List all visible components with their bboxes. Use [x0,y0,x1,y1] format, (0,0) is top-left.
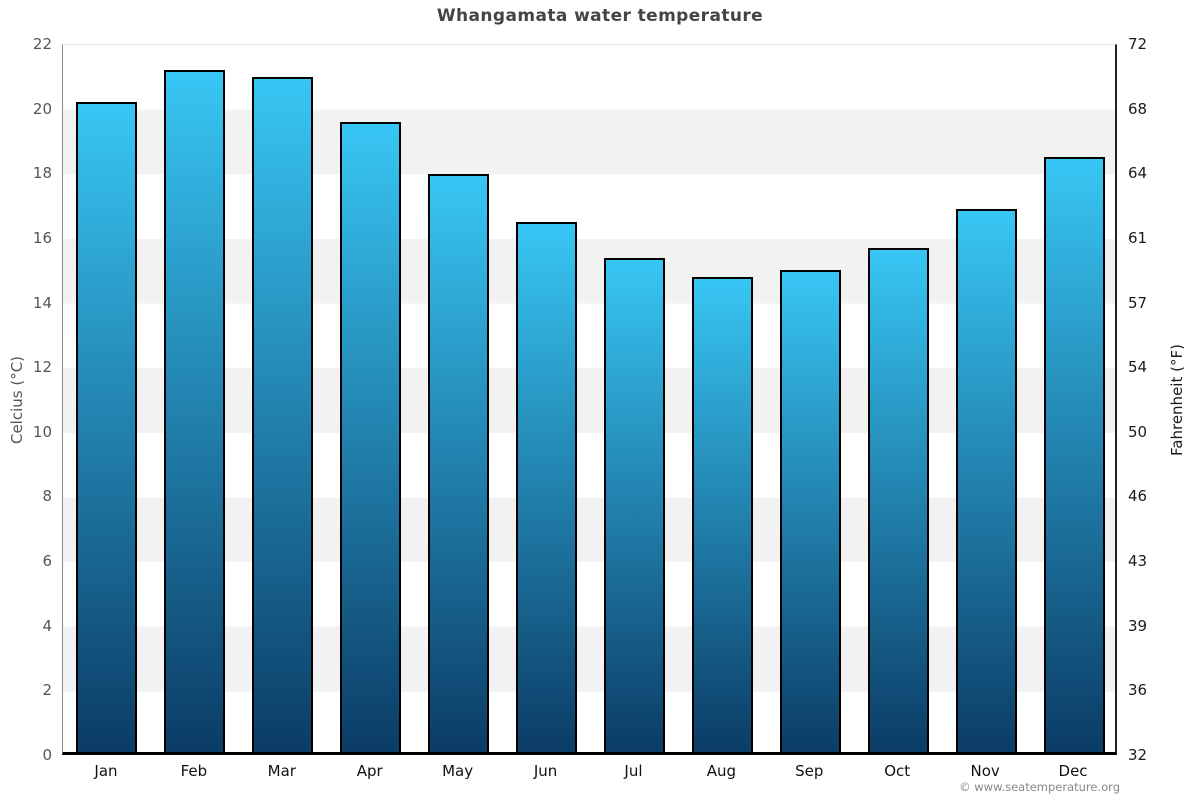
bar-oct[interactable] [867,247,929,752]
y-tick-fahrenheit-39: 39 [1128,616,1148,635]
x-tick-mar: Mar [267,762,296,780]
bar-mar[interactable] [252,76,314,752]
bar-sep[interactable] [779,270,841,752]
y-tick-fahrenheit-61: 61 [1128,228,1148,247]
y-tick-fahrenheit-54: 54 [1128,358,1148,377]
bar-aug[interactable] [691,276,753,752]
y-tick-fahrenheit-32: 32 [1128,746,1148,764]
bar-jun[interactable] [516,221,578,752]
y-tick-celsius-22: 22 [32,35,52,53]
chart-title: Whangamata water temperature [436,6,764,26]
y-tick-celsius-10: 10 [32,422,52,441]
x-tick-oct: Oct [884,762,911,780]
y-tick-celsius-0: 0 [42,746,52,764]
y-tick-fahrenheit-64: 64 [1128,164,1148,183]
y-tick-fahrenheit-43: 43 [1128,552,1148,571]
x-tick-feb: Feb [180,762,208,780]
y-tick-celsius-14: 14 [32,293,52,312]
x-tick-jan: Jan [94,762,118,780]
bar-dec[interactable] [1043,157,1105,752]
y-tick-fahrenheit-50: 50 [1128,422,1148,441]
y-tick-celsius-18: 18 [32,164,52,183]
x-tick-nov: Nov [970,762,1000,780]
y-tick-celsius-12: 12 [32,358,52,377]
x-tick-apr: Apr [356,762,383,780]
y-tick-celsius-8: 8 [42,487,52,506]
bar-jan[interactable] [76,102,138,752]
x-tick-aug: Aug [706,762,737,780]
y-tick-fahrenheit-46: 46 [1128,487,1148,506]
y-tick-celsius-20: 20 [32,99,52,118]
x-tick-jul: Jul [624,762,643,780]
x-tick-jun: Jun [533,762,558,780]
y-tick-celsius-16: 16 [32,228,52,247]
y-tick-fahrenheit-36: 36 [1128,681,1148,700]
bar-feb[interactable] [164,70,226,752]
x-tick-dec: Dec [1058,762,1088,780]
bar-jul[interactable] [603,257,665,752]
copyright-text[interactable]: © www.seatemperature.org [959,780,1120,794]
y-tick-celsius-4: 4 [42,616,52,635]
plot-area [62,44,1117,755]
y-tick-celsius-6: 6 [42,552,52,571]
y-tick-fahrenheit-68: 68 [1128,99,1148,118]
x-tick-may: May [442,762,474,780]
bar-nov[interactable] [955,209,1017,752]
bar-apr[interactable] [340,121,402,752]
y-tick-fahrenheit-72: 72 [1128,35,1148,53]
x-tick-sep: Sep [795,762,824,780]
y-tick-fahrenheit-57: 57 [1128,293,1148,312]
bar-may[interactable] [428,173,490,752]
y-tick-celsius-2: 2 [42,681,52,700]
